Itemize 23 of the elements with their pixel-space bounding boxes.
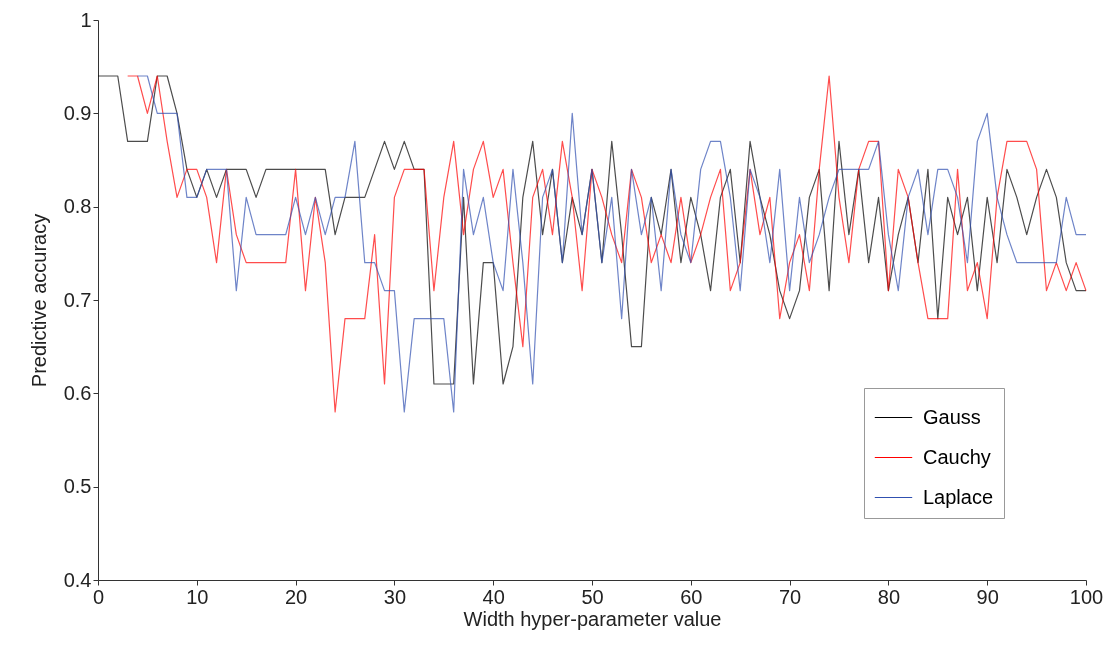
y-tick-label: 0.8 <box>63 195 92 218</box>
x-tick-label: 90 <box>976 585 999 608</box>
x-tick-label: 20 <box>284 585 308 608</box>
x-tick-label: 80 <box>877 585 901 608</box>
x-tick-label: 40 <box>482 585 505 608</box>
y-tick-label: 0.5 <box>63 475 92 498</box>
y-tick-label: 0.9 <box>63 101 92 124</box>
legend-label: Cauchy <box>923 445 991 468</box>
y-tick-label: 1 <box>80 8 92 31</box>
x-tick-label: 50 <box>581 585 604 608</box>
y-tick-label: 0.6 <box>63 381 92 404</box>
x-tick-label: 100 <box>1069 585 1104 608</box>
x-tick-label: 30 <box>383 585 407 608</box>
x-tick-label: 70 <box>778 585 802 608</box>
x-tick-label: 0 <box>92 585 105 608</box>
legend-label: Laplace <box>923 485 994 508</box>
x-tick-label: 60 <box>680 585 703 608</box>
x-axis-title: Width hyper-parameter value <box>463 607 722 630</box>
y-tick-label: 0.7 <box>63 288 92 311</box>
legend-label: Gauss <box>923 405 981 428</box>
y-tick-label: 0.4 <box>63 568 92 591</box>
x-tick-label: 10 <box>186 585 209 608</box>
y-axis-title: Predictive accuracy <box>27 213 50 388</box>
